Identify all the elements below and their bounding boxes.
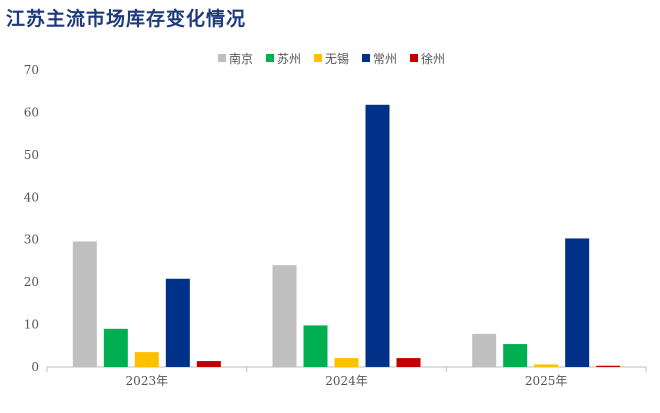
legend-swatch-苏州 (266, 54, 274, 62)
bar-南京-2023年 (72, 241, 97, 367)
bar-徐州-2025年 (596, 365, 621, 367)
legend-label-无锡: 无锡 (325, 51, 349, 66)
bar-徐州-2023年 (196, 361, 221, 367)
legend-swatch-无锡 (314, 54, 322, 62)
y-tick-label: 0 (31, 360, 39, 374)
bar-无锡-2024年 (334, 358, 359, 367)
x-tick-label: 2024年 (325, 374, 368, 388)
legend-label-徐州: 徐州 (421, 51, 445, 66)
legend-swatch-徐州 (410, 54, 418, 62)
bar-苏州-2025年 (503, 344, 528, 367)
bar-徐州-2024年 (396, 358, 421, 367)
x-tick-label: 2025年 (525, 374, 568, 388)
y-tick-label: 40 (24, 190, 39, 204)
y-tick-label: 70 (24, 63, 39, 77)
bar-常州-2023年 (165, 278, 190, 367)
legend-label-苏州: 苏州 (277, 52, 301, 66)
legend-swatch-常州 (362, 54, 370, 62)
y-tick-label: 50 (24, 148, 39, 162)
legend-label-常州: 常州 (373, 52, 397, 66)
bar-南京-2025年 (472, 333, 497, 367)
chart-title: 江苏主流市场库存变化情况 (6, 8, 247, 30)
y-tick-label: 20 (24, 275, 39, 289)
y-tick-label: 30 (24, 233, 39, 247)
legend-label-南京: 南京 (229, 51, 253, 66)
bar-常州-2024年 (365, 104, 390, 367)
legend-swatch-南京 (218, 54, 226, 62)
bar-无锡-2023年 (134, 352, 159, 367)
bar-苏州-2024年 (303, 325, 328, 367)
bar-常州-2025年 (565, 238, 590, 367)
x-tick-label: 2023年 (126, 374, 169, 388)
bar-苏州-2023年 (103, 328, 128, 367)
y-tick-label: 10 (24, 318, 39, 332)
y-tick-label: 60 (24, 105, 39, 119)
bar-无锡-2025年 (534, 364, 559, 367)
bar-南京-2024年 (272, 265, 297, 367)
